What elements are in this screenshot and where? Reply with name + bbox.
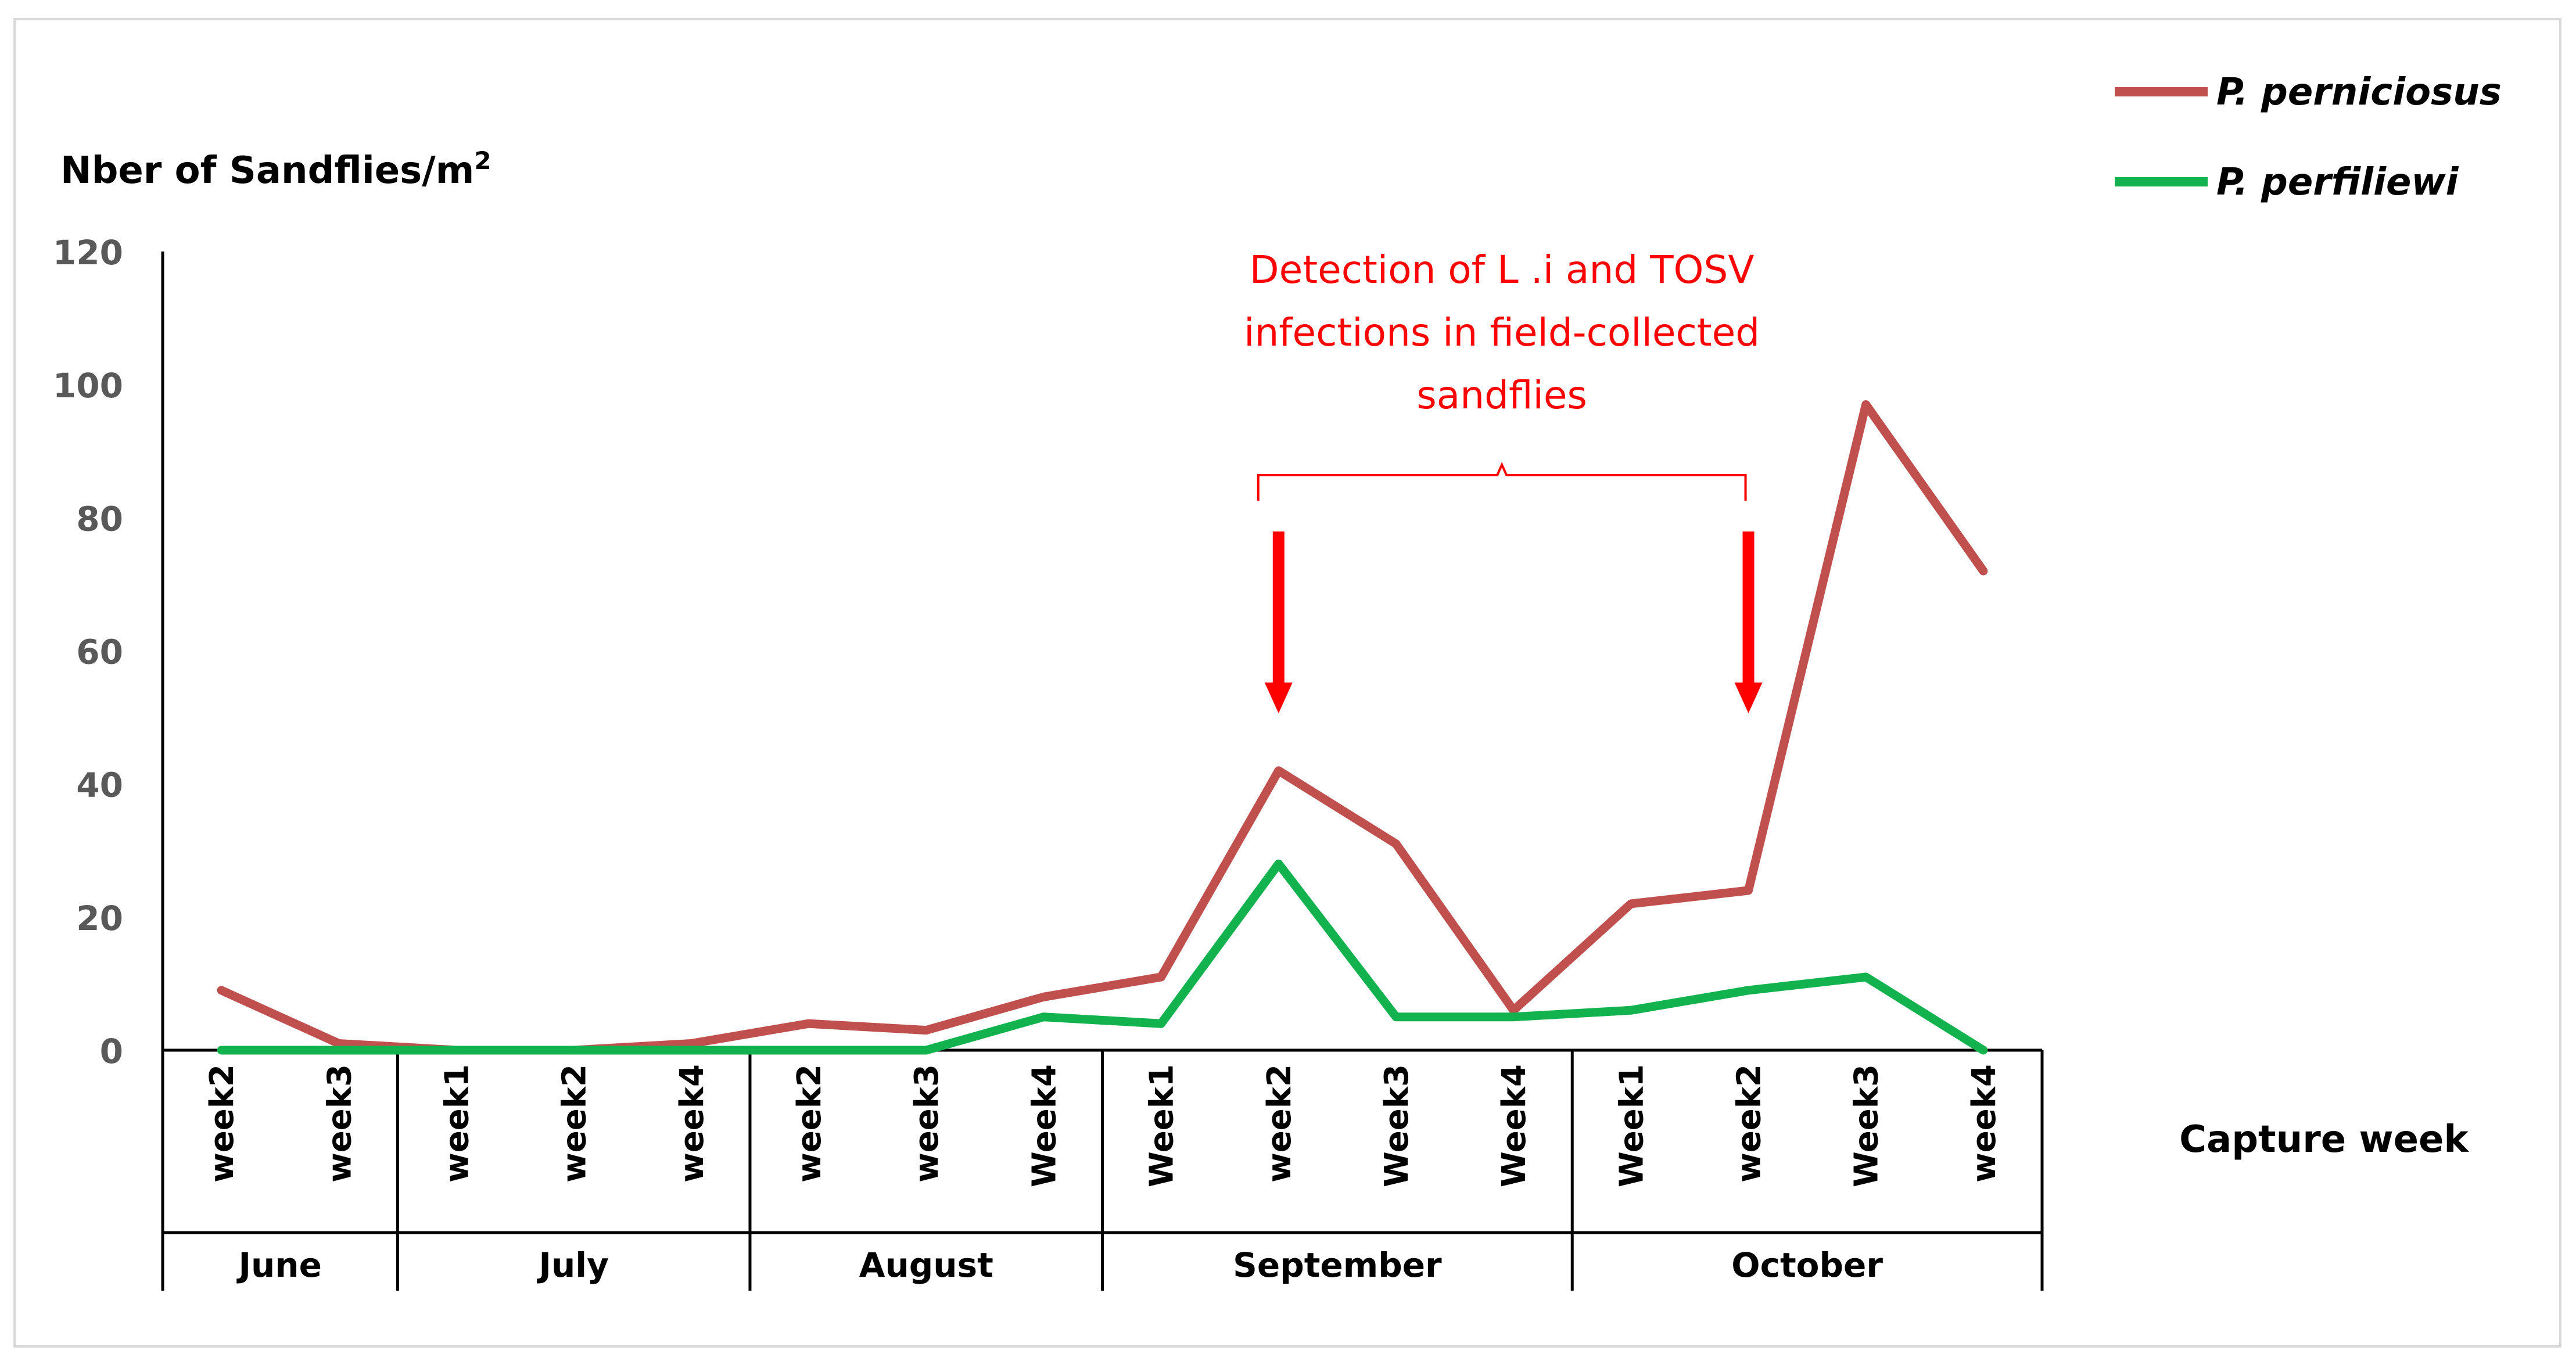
- y-tick-label: 100: [53, 366, 123, 405]
- x-axis-title: Capture week: [2179, 1118, 2469, 1161]
- series-line-p-perfiliewi: [217, 859, 1988, 1055]
- x-tick-label: Week3: [1378, 1064, 1416, 1187]
- x-tick-label: week4: [673, 1064, 711, 1183]
- annotation-text-line: infections in field-collected: [1244, 310, 1760, 355]
- month-label-september: September: [1233, 1245, 1442, 1285]
- annotation-text-line: sandflies: [1416, 373, 1587, 418]
- x-tick-label: week2: [203, 1064, 241, 1183]
- x-tick-label: Week1: [1613, 1064, 1651, 1187]
- x-tick-label: Week4: [1025, 1064, 1063, 1187]
- x-tick-label: Week1: [1143, 1064, 1181, 1187]
- x-tick-label: week3: [908, 1064, 946, 1183]
- x-tick-label: Week4: [1495, 1064, 1533, 1187]
- annotation-arrow-head: [1264, 683, 1293, 713]
- annotation-arrow-head: [1734, 683, 1763, 713]
- x-tick-label: week2: [556, 1064, 594, 1183]
- annotation-arrow-shaft: [1742, 531, 1755, 685]
- annotation-text-line: Detection of L .i and TOSV: [1250, 247, 1755, 292]
- legend-label-p-perniciosus: P. perniciosus: [2216, 71, 2502, 114]
- y-tick-label: 40: [76, 766, 123, 805]
- y-tick-label: 120: [53, 233, 123, 272]
- legend: P. perniciosus P. perfiliewi: [2115, 71, 2502, 204]
- x-tick-label: week3: [321, 1064, 358, 1183]
- x-tick-label: Week3: [1848, 1064, 1886, 1187]
- x-tick-label: week2: [791, 1064, 828, 1183]
- y-tick-label: 80: [76, 499, 123, 538]
- x-tick-label: week4: [1965, 1064, 2003, 1183]
- x-tick-label: week1: [438, 1064, 476, 1183]
- month-label-august: August: [859, 1245, 993, 1285]
- y-tick-label: 20: [76, 899, 123, 938]
- series-layer: [217, 400, 1988, 1055]
- annotation-arrow-shaft: [1272, 531, 1285, 685]
- x-tick-label: week2: [1731, 1064, 1768, 1183]
- axis-layer: 0 20 40 60 80 100 120 June July August September Oc…: [53, 233, 2044, 1291]
- month-label-october: October: [1731, 1245, 1883, 1285]
- month-label-june: June: [236, 1245, 322, 1285]
- y-tick-label: 0: [100, 1032, 123, 1071]
- x-tick-label: week2: [1261, 1064, 1298, 1183]
- y-axis-title: Nber of Sandflies/m2: [60, 146, 491, 192]
- annotation-layer: Detection of L .i and TOSV infections in …: [1244, 247, 1763, 713]
- legend-label-p-perfiliewi: P. perfiliewi: [2216, 161, 2459, 204]
- month-label-july: July: [536, 1245, 609, 1285]
- y-tick-label: 60: [76, 633, 123, 672]
- annotation-brace: [1257, 462, 1747, 501]
